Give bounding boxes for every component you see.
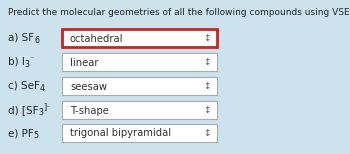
Text: 3: 3 [38,108,43,117]
Text: 3: 3 [25,60,30,69]
FancyBboxPatch shape [62,77,217,95]
Text: c) SeF: c) SeF [8,81,40,91]
FancyBboxPatch shape [62,29,217,47]
Text: b) I: b) I [8,57,25,67]
FancyBboxPatch shape [62,53,217,71]
Text: ]⁻: ]⁻ [43,103,51,111]
Text: ↕: ↕ [203,34,211,43]
Text: ⁻: ⁻ [30,55,34,63]
Text: d) [SF: d) [SF [8,105,38,115]
Text: a) SF: a) SF [8,33,34,43]
Text: octahedral: octahedral [70,34,124,43]
Text: ↕: ↕ [203,129,211,138]
FancyBboxPatch shape [62,124,217,142]
Text: ↕: ↕ [203,106,211,115]
Text: 4: 4 [40,84,45,93]
Text: T-shape: T-shape [70,105,109,116]
Text: 6: 6 [34,36,39,45]
Text: seesaw: seesaw [70,81,107,91]
Text: ↕: ↕ [203,58,211,67]
Text: trigonal bipyramidal: trigonal bipyramidal [70,128,171,138]
Text: Predict the molecular geometries of all the following compounds using VSEPR:: Predict the molecular geometries of all … [8,8,350,17]
Text: 5: 5 [34,131,39,140]
Text: ↕: ↕ [203,82,211,91]
Text: linear: linear [70,57,98,67]
Text: e) PF: e) PF [8,128,34,138]
FancyBboxPatch shape [62,101,217,119]
